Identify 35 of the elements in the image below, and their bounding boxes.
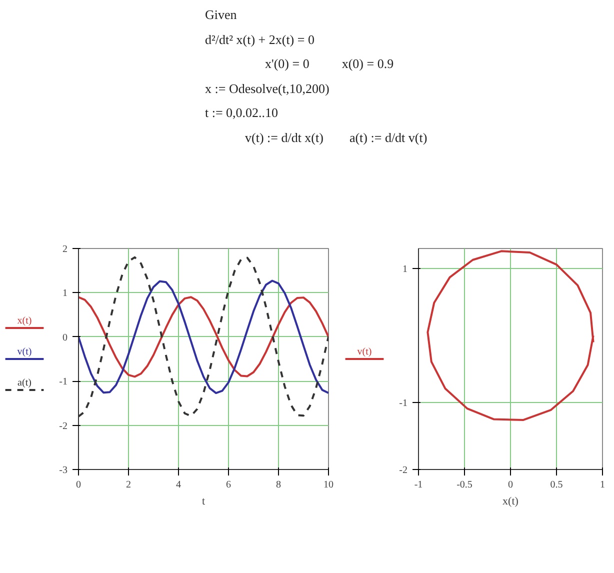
y-tick-label: 1 xyxy=(402,264,408,276)
x-axis-title: x(t) xyxy=(502,496,519,508)
text: t := 0,0.02..10 xyxy=(205,104,280,122)
text: x := Odesolve(t,10,200) xyxy=(205,80,330,98)
text: Given xyxy=(205,6,238,24)
y-tick-label: -2 xyxy=(59,420,68,432)
y-tick-label: 1 xyxy=(62,288,68,300)
x-tick-label: 0 xyxy=(76,480,81,490)
y-tick-label: 0 xyxy=(62,332,68,344)
x-tick-label: 8 xyxy=(276,480,281,490)
y-tick-label: -3 xyxy=(59,465,68,476)
text: x'(0) = 0 x(0) = 0.9 xyxy=(265,56,394,72)
x-tick-label: 10 xyxy=(324,480,334,490)
text: x(t) xyxy=(17,316,32,327)
line-series xyxy=(78,296,328,378)
x-tick-label: 0.5 xyxy=(550,480,563,490)
text: v(t) xyxy=(17,346,32,358)
text: v(t) := d/dt x(t) a(t) := d/dt v(t) xyxy=(245,130,428,145)
text: v(t) xyxy=(357,346,372,358)
x-tick-label: -1 xyxy=(414,480,423,490)
text: d²/dt² x(t) + 2x(t) = 0 xyxy=(205,30,316,49)
line-series xyxy=(426,250,594,421)
x-tick-label: 2 xyxy=(126,480,131,490)
y-tick-label: 2 xyxy=(62,244,68,255)
x-tick-label: 1 xyxy=(600,480,605,490)
x-tick-label: 4 xyxy=(176,480,181,490)
y-tick-label: -1 xyxy=(399,398,408,410)
x-tick-label: -0.5 xyxy=(456,480,472,490)
text: a(t) xyxy=(18,378,32,389)
y-tick-label: -1 xyxy=(59,376,68,388)
y-tick-label: -2 xyxy=(399,465,408,476)
x-tick-label: 6 xyxy=(226,480,231,490)
x-tick-label: 0 xyxy=(508,480,513,490)
x-axis-title: t xyxy=(202,496,206,508)
line-series xyxy=(78,280,328,394)
